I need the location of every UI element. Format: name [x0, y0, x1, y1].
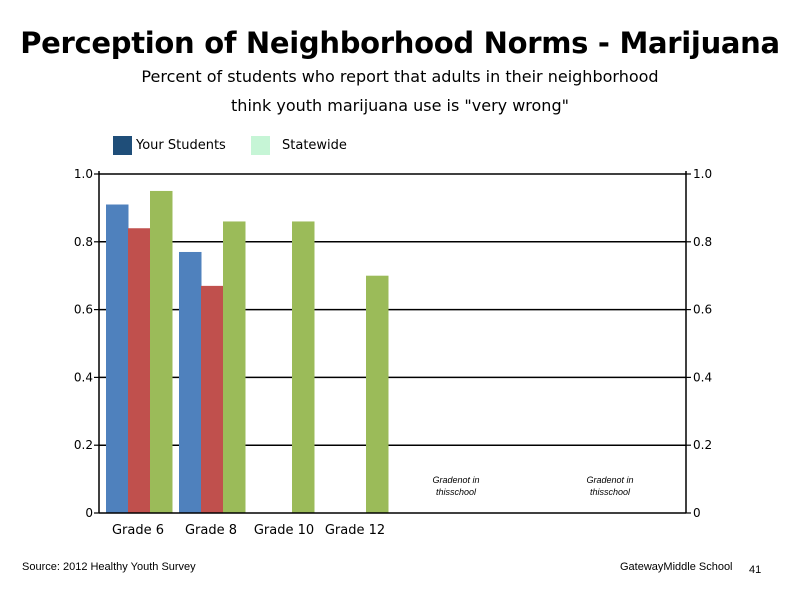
y-tick-label-left: 0.4	[74, 370, 93, 384]
y-tick-label-right: 0	[693, 506, 701, 520]
legend-swatch-statewide	[251, 136, 270, 155]
bar	[128, 228, 151, 514]
legend-label-statewide: Statewide	[282, 138, 347, 153]
annotation-grade-not-in-school: thisschool	[590, 487, 631, 497]
bar	[201, 285, 224, 513]
y-tick-label-right: 0.6	[693, 303, 712, 317]
bar	[223, 221, 246, 513]
page-number: 41	[749, 564, 762, 576]
bar	[106, 204, 129, 513]
y-tick-label-right: 0.4	[693, 370, 712, 384]
y-tick-label-right: 0.2	[693, 438, 712, 452]
annotation-grade-not-in-school: Gradenot in	[586, 475, 633, 485]
bar	[150, 190, 173, 513]
x-tick-label: Grade 6	[112, 523, 164, 538]
bar	[292, 221, 315, 513]
annotation-grade-not-in-school: Gradenot in	[432, 475, 479, 485]
chart-subtitle-line-2: think youth marijuana use is "very wrong…	[231, 96, 569, 115]
chart-subtitle-line-1: Percent of students who report that adul…	[141, 67, 659, 86]
bar	[366, 275, 389, 513]
y-tick-label-right: 1.0	[693, 167, 712, 181]
chart-title: Perception of Neighborhood Norms - Marij…	[20, 26, 780, 60]
y-tick-label-left: 0.2	[74, 438, 93, 452]
y-tick-label-left: 0.6	[74, 303, 93, 317]
y-tick-label-right: 0.8	[693, 235, 712, 249]
x-tick-label: Grade 12	[325, 523, 385, 538]
x-tick-label: Grade 8	[185, 523, 237, 538]
y-tick-label-left: 0	[85, 506, 93, 520]
source-note: Source: 2012 Healthy Youth Survey	[22, 561, 196, 573]
annotation-grade-not-in-school: thisschool	[436, 487, 477, 497]
legend-swatch-your-students	[113, 136, 132, 155]
school-name: GatewayMiddle School	[620, 561, 733, 573]
bar	[179, 251, 202, 513]
legend-label-your-students: Your Students	[136, 138, 226, 153]
y-tick-label-left: 0.8	[74, 235, 93, 249]
x-tick-label: Grade 10	[254, 523, 314, 538]
y-tick-label-left: 1.0	[74, 167, 93, 181]
